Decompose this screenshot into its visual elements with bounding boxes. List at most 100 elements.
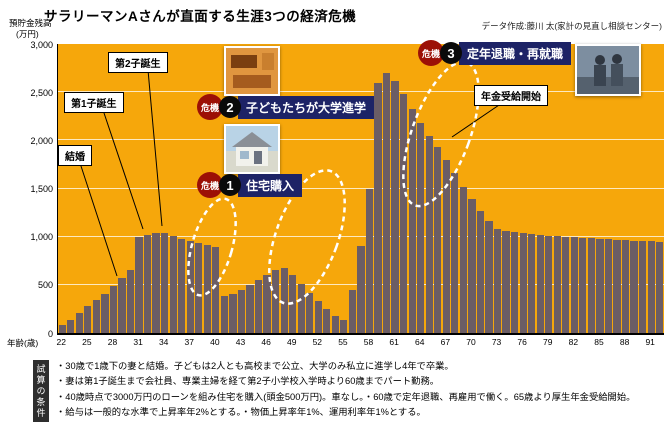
bar-age-72 xyxy=(485,221,493,333)
bar-age-34 xyxy=(161,232,169,333)
bar-age-87 xyxy=(613,239,621,333)
bar-age-76 xyxy=(519,232,527,333)
x-tick-91: 91 xyxy=(645,337,655,347)
gridline-3000 xyxy=(58,43,664,44)
bar-age-80 xyxy=(553,236,561,333)
bar-age-28 xyxy=(109,285,118,333)
assumptions-section: 試算の条件 ・30歳で1歳下の妻と結婚。子どもは2人とも高校まで公立、大学のみ私… xyxy=(0,357,670,428)
x-tick-22: 22 xyxy=(56,337,66,347)
classroom-photo xyxy=(224,46,280,96)
pension-start-label: 年金受給開始 xyxy=(474,85,548,106)
data-credit: データ作成:藤川 太(家計の見直し相談センター) xyxy=(481,21,662,31)
condition-line-3: ・40歳時点で3000万円のローンを組み住宅を購入(頭金500万円)。車なし。・… xyxy=(56,391,636,402)
bar-age-45 xyxy=(254,280,263,333)
x-tick-88: 88 xyxy=(619,337,630,347)
gridline-2500 xyxy=(58,91,664,93)
x-tick-34: 34 xyxy=(158,337,169,347)
bar-age-60 xyxy=(382,72,391,333)
bar-age-57 xyxy=(357,246,365,333)
gridline-1000 xyxy=(58,235,664,237)
x-tick-58: 58 xyxy=(363,337,374,347)
x-tick-28: 28 xyxy=(107,337,118,347)
crisis-1-badge: 危機 xyxy=(197,172,223,198)
bar-age-73 xyxy=(493,228,502,333)
y-tick-0: 0 xyxy=(47,328,53,339)
page-title: サラリーマンAさんが直面する生涯3つの経済危機 xyxy=(44,9,357,24)
bar-age-32 xyxy=(143,234,152,333)
x-tick-76: 76 xyxy=(517,337,527,347)
assumptions-text: ・30歳で1歳下の妻と結婚。子どもは2人とも高校まで公立、大学のみ私立に進学し4… xyxy=(56,359,666,420)
bar-age-70 xyxy=(468,199,476,333)
bar-age-42 xyxy=(229,293,237,333)
bar-age-64 xyxy=(417,123,425,333)
bar-age-36 xyxy=(178,238,186,333)
bar-age-50 xyxy=(297,283,305,333)
x-tick-55: 55 xyxy=(338,337,348,347)
bar-age-74 xyxy=(502,230,510,333)
bar-age-58 xyxy=(365,188,374,333)
y-tick-500: 500 xyxy=(37,280,53,291)
bar-age-90 xyxy=(638,241,647,333)
x-tick-52: 52 xyxy=(312,337,323,347)
bar-age-30 xyxy=(126,270,135,333)
bar-age-62 xyxy=(400,94,408,333)
crisis-1-row: 危機 1 住宅購入 xyxy=(197,172,303,198)
x-tick-67: 67 xyxy=(440,337,451,347)
y-tick-1500: 1,500 xyxy=(30,184,53,194)
crisis-2-number: 2 xyxy=(219,96,241,118)
bar-age-86 xyxy=(604,239,613,333)
bar-age-29 xyxy=(118,278,126,333)
x-tick-25: 25 xyxy=(82,337,92,347)
bar-age-75 xyxy=(510,231,519,333)
bar-age-55 xyxy=(340,320,348,333)
bar-age-79 xyxy=(545,235,553,333)
bar-age-59 xyxy=(374,82,382,333)
assumptions-ribbon: 試算の条件 xyxy=(33,360,49,422)
y-tick-1000: 1,000 xyxy=(30,232,53,243)
bar-age-48 xyxy=(280,267,288,333)
x-tick-82: 82 xyxy=(568,337,579,347)
bar-age-31 xyxy=(135,236,143,333)
bar-age-88 xyxy=(621,240,630,333)
x-tick-31: 31 xyxy=(133,337,143,347)
marriage-label: 結婚 xyxy=(58,145,92,166)
bar-age-56 xyxy=(348,289,357,333)
bar-age-54 xyxy=(331,315,339,333)
bar-age-25 xyxy=(84,306,92,333)
bar-age-24 xyxy=(75,312,83,333)
bar-age-47 xyxy=(271,270,280,333)
x-tick-40: 40 xyxy=(210,337,220,347)
second-child-label: 第2子誕生 xyxy=(108,52,168,73)
condition-line-1: ・30歳で1歳下の妻と結婚。子どもは2人とも高校まで公立、大学のみ私立に進学し4… xyxy=(56,361,454,371)
gridline-2000 xyxy=(58,139,664,141)
condition-line-2: ・妻は第1子誕生まで会社員、専業主婦を経て第2子小学校入学時より60歳までパート… xyxy=(56,376,440,387)
bar-age-69 xyxy=(459,186,467,333)
x-tick-61: 61 xyxy=(389,337,399,347)
x-tick-70: 70 xyxy=(466,337,476,347)
x-tick-64: 64 xyxy=(415,337,425,347)
bar-age-92 xyxy=(656,241,664,333)
bar-age-26 xyxy=(92,300,100,333)
bar-age-65 xyxy=(425,135,433,333)
y-axis-title: 預貯金残高 xyxy=(9,18,52,28)
crisis-1-number: 1 xyxy=(219,174,241,196)
x-axis-title: 年齢(歳) xyxy=(7,338,39,348)
house-illustration xyxy=(226,126,278,172)
bar-age-49 xyxy=(289,275,297,333)
bar-chart-plot-area xyxy=(57,43,664,335)
house-photo xyxy=(224,124,280,174)
bar-age-52 xyxy=(314,301,322,333)
bar-age-51 xyxy=(306,292,314,333)
crisis-2-badge: 危機 xyxy=(197,94,223,120)
bar-age-39 xyxy=(203,245,211,333)
x-tick-49: 49 xyxy=(286,337,297,347)
bar-age-53 xyxy=(323,308,331,333)
crisis-2-label: 子どもたちが大学進学 xyxy=(238,95,375,119)
first-child-label: 第1子誕生 xyxy=(64,92,124,113)
bar-age-84 xyxy=(587,238,596,333)
y-tick-3000: 3,000 xyxy=(30,39,53,50)
bar-age-78 xyxy=(536,234,544,333)
x-tick-73: 73 xyxy=(491,337,502,347)
bar-age-46 xyxy=(263,275,271,333)
